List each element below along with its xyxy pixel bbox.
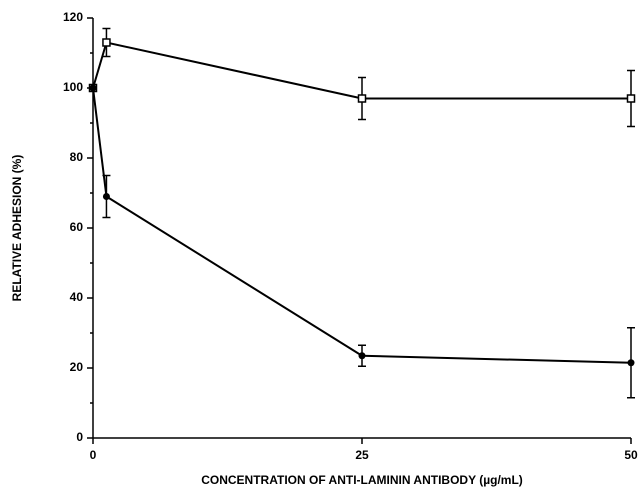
x-tick-label: 50	[624, 448, 638, 462]
marker	[102, 193, 110, 200]
y-tick-label: 80	[70, 150, 84, 164]
x-tick-label: 0	[90, 448, 97, 462]
y-tick-label: 20	[70, 360, 84, 374]
marker	[627, 359, 635, 367]
marker	[102, 38, 111, 47]
marker	[358, 352, 366, 360]
y-tick-label: 40	[70, 290, 84, 304]
y-tick-label: 0	[76, 430, 83, 444]
y-tick-label: 100	[63, 80, 83, 94]
y-tick-label: 60	[70, 220, 84, 234]
marker	[357, 94, 367, 103]
y-axis-label: RELATIVE ADHESION (%)	[10, 155, 24, 302]
x-axis-label: CONCENTRATION OF ANTI-LAMININ ANTIBODY (…	[201, 473, 523, 487]
line	[92, 41, 631, 100]
y-tick-label: 120	[63, 10, 83, 24]
x-tick-label: 25	[355, 448, 369, 462]
line	[92, 87, 632, 364]
marker	[89, 84, 97, 92]
marker	[626, 94, 636, 103]
